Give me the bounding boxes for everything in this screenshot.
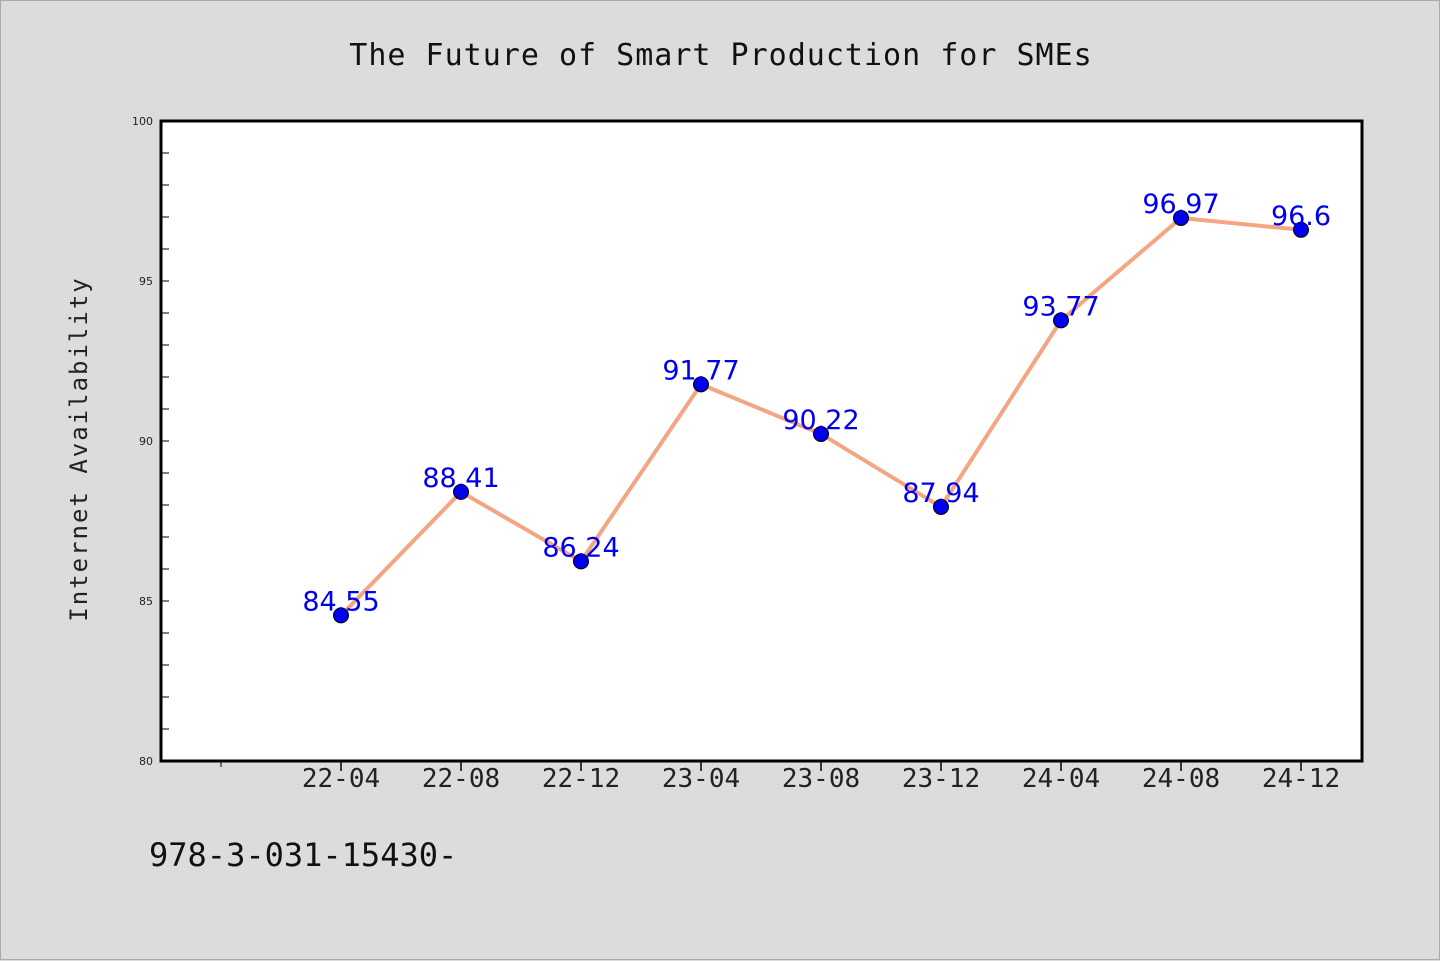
y-axis: 80 85 90 95 100 [132, 115, 169, 768]
x-tick-label: 24-04 [1022, 764, 1100, 794]
data-point [333, 607, 349, 624]
chart-title: The Future of Smart Production for SMEs [349, 38, 1092, 73]
data-label: 84.55 [302, 586, 379, 617]
footnote-isbn: 978-3-031-15430- [149, 836, 457, 874]
markers-group [333, 209, 1309, 624]
data-label: 96.6 [1271, 201, 1331, 232]
data-point [693, 376, 709, 393]
y-tick-label: 100 [132, 115, 153, 128]
data-point [813, 425, 829, 442]
data-label: 88.41 [422, 463, 499, 494]
data-label: 90.22 [782, 405, 859, 436]
y-tick-label: 80 [139, 755, 153, 768]
data-point [573, 553, 589, 570]
x-tick-label: 22-08 [422, 764, 500, 794]
x-tick-label: 23-08 [782, 764, 860, 794]
data-point [1293, 221, 1309, 238]
plot-area [159, 119, 1364, 763]
data-point [1173, 209, 1189, 226]
x-tick-label: 22-04 [302, 764, 380, 794]
x-axis: 22-04 22-08 22-12 23-04 23-08 23-12 24-04 24-08… [220, 761, 1340, 794]
data-label: 91.77 [662, 355, 739, 386]
data-labels-group: 84.55 88.41 86.24 91.77 90.22 87.94 93.77 96.97… [302, 189, 1331, 617]
y-tick-label: 90 [139, 435, 153, 448]
x-tick-label: 24-12 [1262, 764, 1340, 794]
x-tick-label: 24-08 [1142, 764, 1220, 794]
x-tick-label: 22-12 [542, 764, 620, 794]
data-point [933, 498, 949, 515]
data-label: 87.94 [902, 478, 979, 509]
y-tick-label: 85 [139, 595, 153, 608]
data-label: 86.24 [542, 532, 619, 563]
y-axis-label: Internet Availability [65, 276, 93, 621]
data-point [453, 483, 469, 500]
x-tick-label: 23-04 [662, 764, 740, 794]
data-label: 93.77 [1022, 291, 1099, 322]
y-tick-label: 95 [139, 275, 153, 288]
x-tick-label: 23-12 [902, 764, 980, 794]
data-label: 96.97 [1142, 189, 1219, 220]
data-point [1053, 312, 1069, 329]
